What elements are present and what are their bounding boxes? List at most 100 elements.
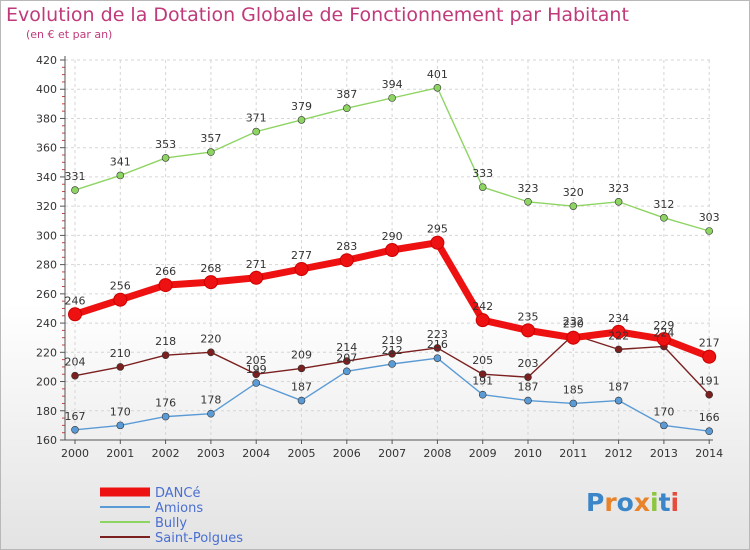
data-point	[705, 390, 714, 399]
data-point	[339, 253, 354, 268]
data-point	[433, 344, 442, 352]
y-tick-label: 200	[36, 376, 57, 389]
data-point	[430, 235, 445, 250]
data-label: 246	[65, 294, 86, 307]
data-point	[249, 270, 264, 285]
data-label: 191	[699, 375, 720, 388]
data-label: 268	[200, 262, 221, 275]
data-label: 218	[155, 335, 176, 348]
data-label: 205	[246, 354, 267, 367]
data-label: 320	[563, 186, 584, 199]
data-label: 357	[200, 132, 221, 145]
data-point	[656, 332, 671, 347]
x-tick-label: 2001	[106, 447, 134, 460]
data-point	[113, 292, 128, 307]
data-label: 303	[699, 211, 720, 224]
y-tick-label: 220	[36, 346, 57, 359]
data-label: 204	[65, 356, 86, 369]
data-point	[475, 313, 490, 328]
chart-title: Evolution de la Dotation Globale de Fonc…	[6, 4, 629, 26]
data-label: 170	[110, 405, 131, 418]
data-label: 277	[291, 249, 312, 262]
y-tick-label: 180	[36, 405, 57, 418]
data-label: 207	[336, 351, 357, 364]
data-label: 234	[608, 312, 629, 325]
data-point	[569, 202, 578, 210]
data-label: 205	[472, 354, 493, 367]
data-point	[71, 186, 79, 194]
data-point	[116, 421, 125, 430]
x-tick-label: 2012	[605, 447, 633, 460]
legend-label: Amions	[155, 501, 203, 516]
data-point	[116, 171, 125, 180]
data-label: 256	[110, 280, 131, 293]
data-label: 214	[336, 341, 357, 354]
data-point	[342, 104, 351, 113]
data-label: 401	[427, 68, 448, 81]
data-label: 331	[65, 170, 86, 183]
data-label: 323	[518, 182, 539, 195]
data-point	[521, 323, 535, 338]
logo-letter: o	[616, 488, 634, 517]
x-tick-label: 2000	[61, 447, 89, 460]
y-tick-label: 260	[36, 288, 57, 301]
data-label: 323	[608, 182, 629, 195]
data-label: 199	[246, 363, 267, 376]
data-label: 178	[200, 394, 221, 407]
data-label: 217	[699, 337, 720, 350]
data-point	[569, 399, 578, 408]
data-label: 203	[518, 357, 539, 370]
data-point	[705, 227, 714, 235]
data-label: 185	[563, 383, 584, 396]
data-label: 295	[427, 223, 448, 236]
data-label: 187	[608, 381, 629, 394]
data-label: 170	[653, 405, 674, 418]
data-point	[433, 83, 442, 92]
data-point	[478, 183, 487, 191]
y-tick-label: 380	[36, 112, 57, 125]
logo-letter: t	[658, 488, 671, 517]
x-tick-label: 2003	[197, 447, 225, 460]
data-point	[660, 214, 668, 222]
data-label: 223	[427, 328, 448, 341]
data-point	[297, 364, 306, 373]
data-point	[207, 409, 215, 418]
data-label: 341	[110, 155, 131, 168]
data-point	[524, 197, 532, 206]
y-tick-label: 420	[36, 54, 57, 67]
data-label: 230	[563, 318, 584, 331]
x-tick-label: 2005	[288, 447, 316, 460]
data-point	[614, 345, 623, 354]
data-label: 229	[653, 319, 674, 332]
data-point	[71, 425, 79, 434]
x-tick-label: 2010	[514, 447, 542, 460]
x-tick-label: 2009	[469, 447, 497, 460]
x-tick-label: 2013	[650, 447, 678, 460]
data-point	[385, 243, 400, 257]
data-point	[342, 357, 351, 365]
logo-letter: r	[604, 488, 617, 517]
data-label: 224	[653, 326, 674, 339]
data-point	[252, 370, 261, 379]
data-point	[294, 262, 309, 276]
logo-letter: x	[633, 488, 650, 517]
data-point	[297, 396, 306, 405]
x-tick-label: 2004	[242, 447, 270, 460]
data-point	[478, 390, 487, 399]
data-label: 271	[246, 258, 267, 271]
x-tick-label: 2007	[378, 447, 406, 460]
x-tick-label: 2014	[695, 447, 723, 460]
data-point	[161, 154, 170, 162]
data-label: 371	[246, 112, 267, 125]
x-tick-label: 2008	[423, 447, 451, 460]
data-point	[705, 427, 714, 436]
data-label: 283	[336, 240, 357, 253]
data-point	[433, 354, 442, 362]
data-label: 219	[382, 334, 403, 347]
data-point	[614, 197, 623, 206]
data-label: 312	[653, 198, 674, 211]
data-label: 209	[291, 348, 312, 361]
data-label: 266	[155, 265, 176, 278]
